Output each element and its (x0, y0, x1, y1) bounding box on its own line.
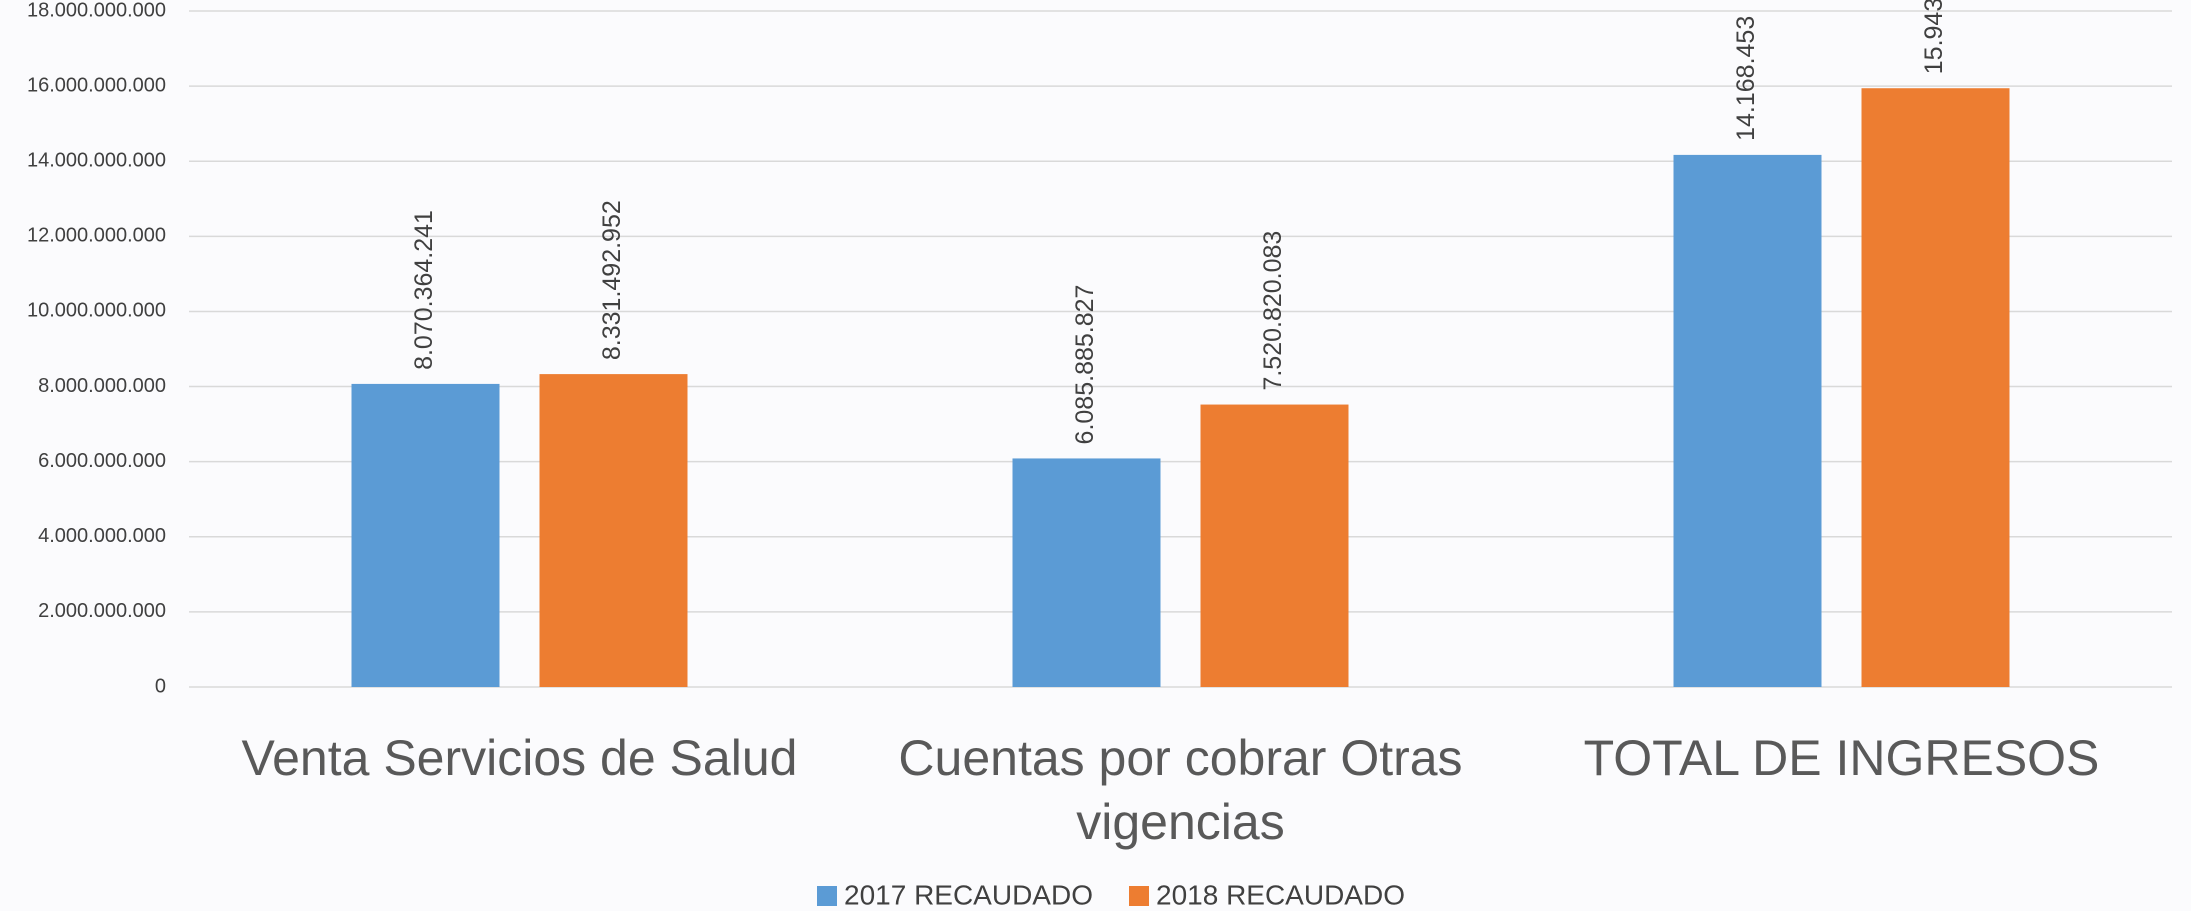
y-tick-label: 14.000.000.000 (27, 150, 166, 172)
y-tick-label: 6.000.000.000 (38, 450, 166, 472)
y-tick-label: 4.000.000.000 (38, 525, 166, 547)
y-tick-label: 2.000.000.000 (38, 600, 166, 622)
x-tick-label: TOTAL DE INGRESOS (1532, 726, 2152, 790)
data-label: 15.943.72 (1920, 0, 1948, 74)
data-label: 6.085.885.827 (1071, 285, 1099, 445)
legend-label: 2017 RECAUDADO (844, 879, 1093, 910)
legend-swatch (817, 886, 837, 906)
bar (1674, 155, 1822, 687)
bar (352, 384, 500, 687)
y-tick-label: 10.000.000.000 (27, 300, 166, 322)
data-label: 7.520.820.083 (1259, 231, 1287, 391)
x-tick-label: Cuentas por cobrar Otras vigencias (871, 726, 1491, 854)
y-tick-label: 8.000.000.000 (38, 375, 166, 397)
data-label: 8.070.364.241 (410, 210, 438, 370)
chart: 0 2.000.000.000 4.000.000.000 6.000.000.000… (0, 0, 2191, 911)
bar (1862, 88, 2010, 687)
y-tick-label: 16.000.000.000 (27, 74, 166, 96)
y-tick-label: 18.000.000.000 (27, 0, 166, 21)
bar (1013, 458, 1161, 687)
y-tick-label: 12.000.000.000 (27, 225, 166, 247)
legend-label: 2018 RECAUDADO (1156, 879, 1405, 910)
data-label: 8.331.492.952 (598, 200, 626, 360)
bar (540, 374, 688, 687)
y-tick-label: 0 (155, 675, 166, 697)
bar (1201, 405, 1349, 687)
legend-swatch (1129, 886, 1149, 906)
data-label: 14.168.453 (1732, 16, 1760, 141)
x-tick-label: Venta Servicios de Salud (210, 726, 830, 790)
